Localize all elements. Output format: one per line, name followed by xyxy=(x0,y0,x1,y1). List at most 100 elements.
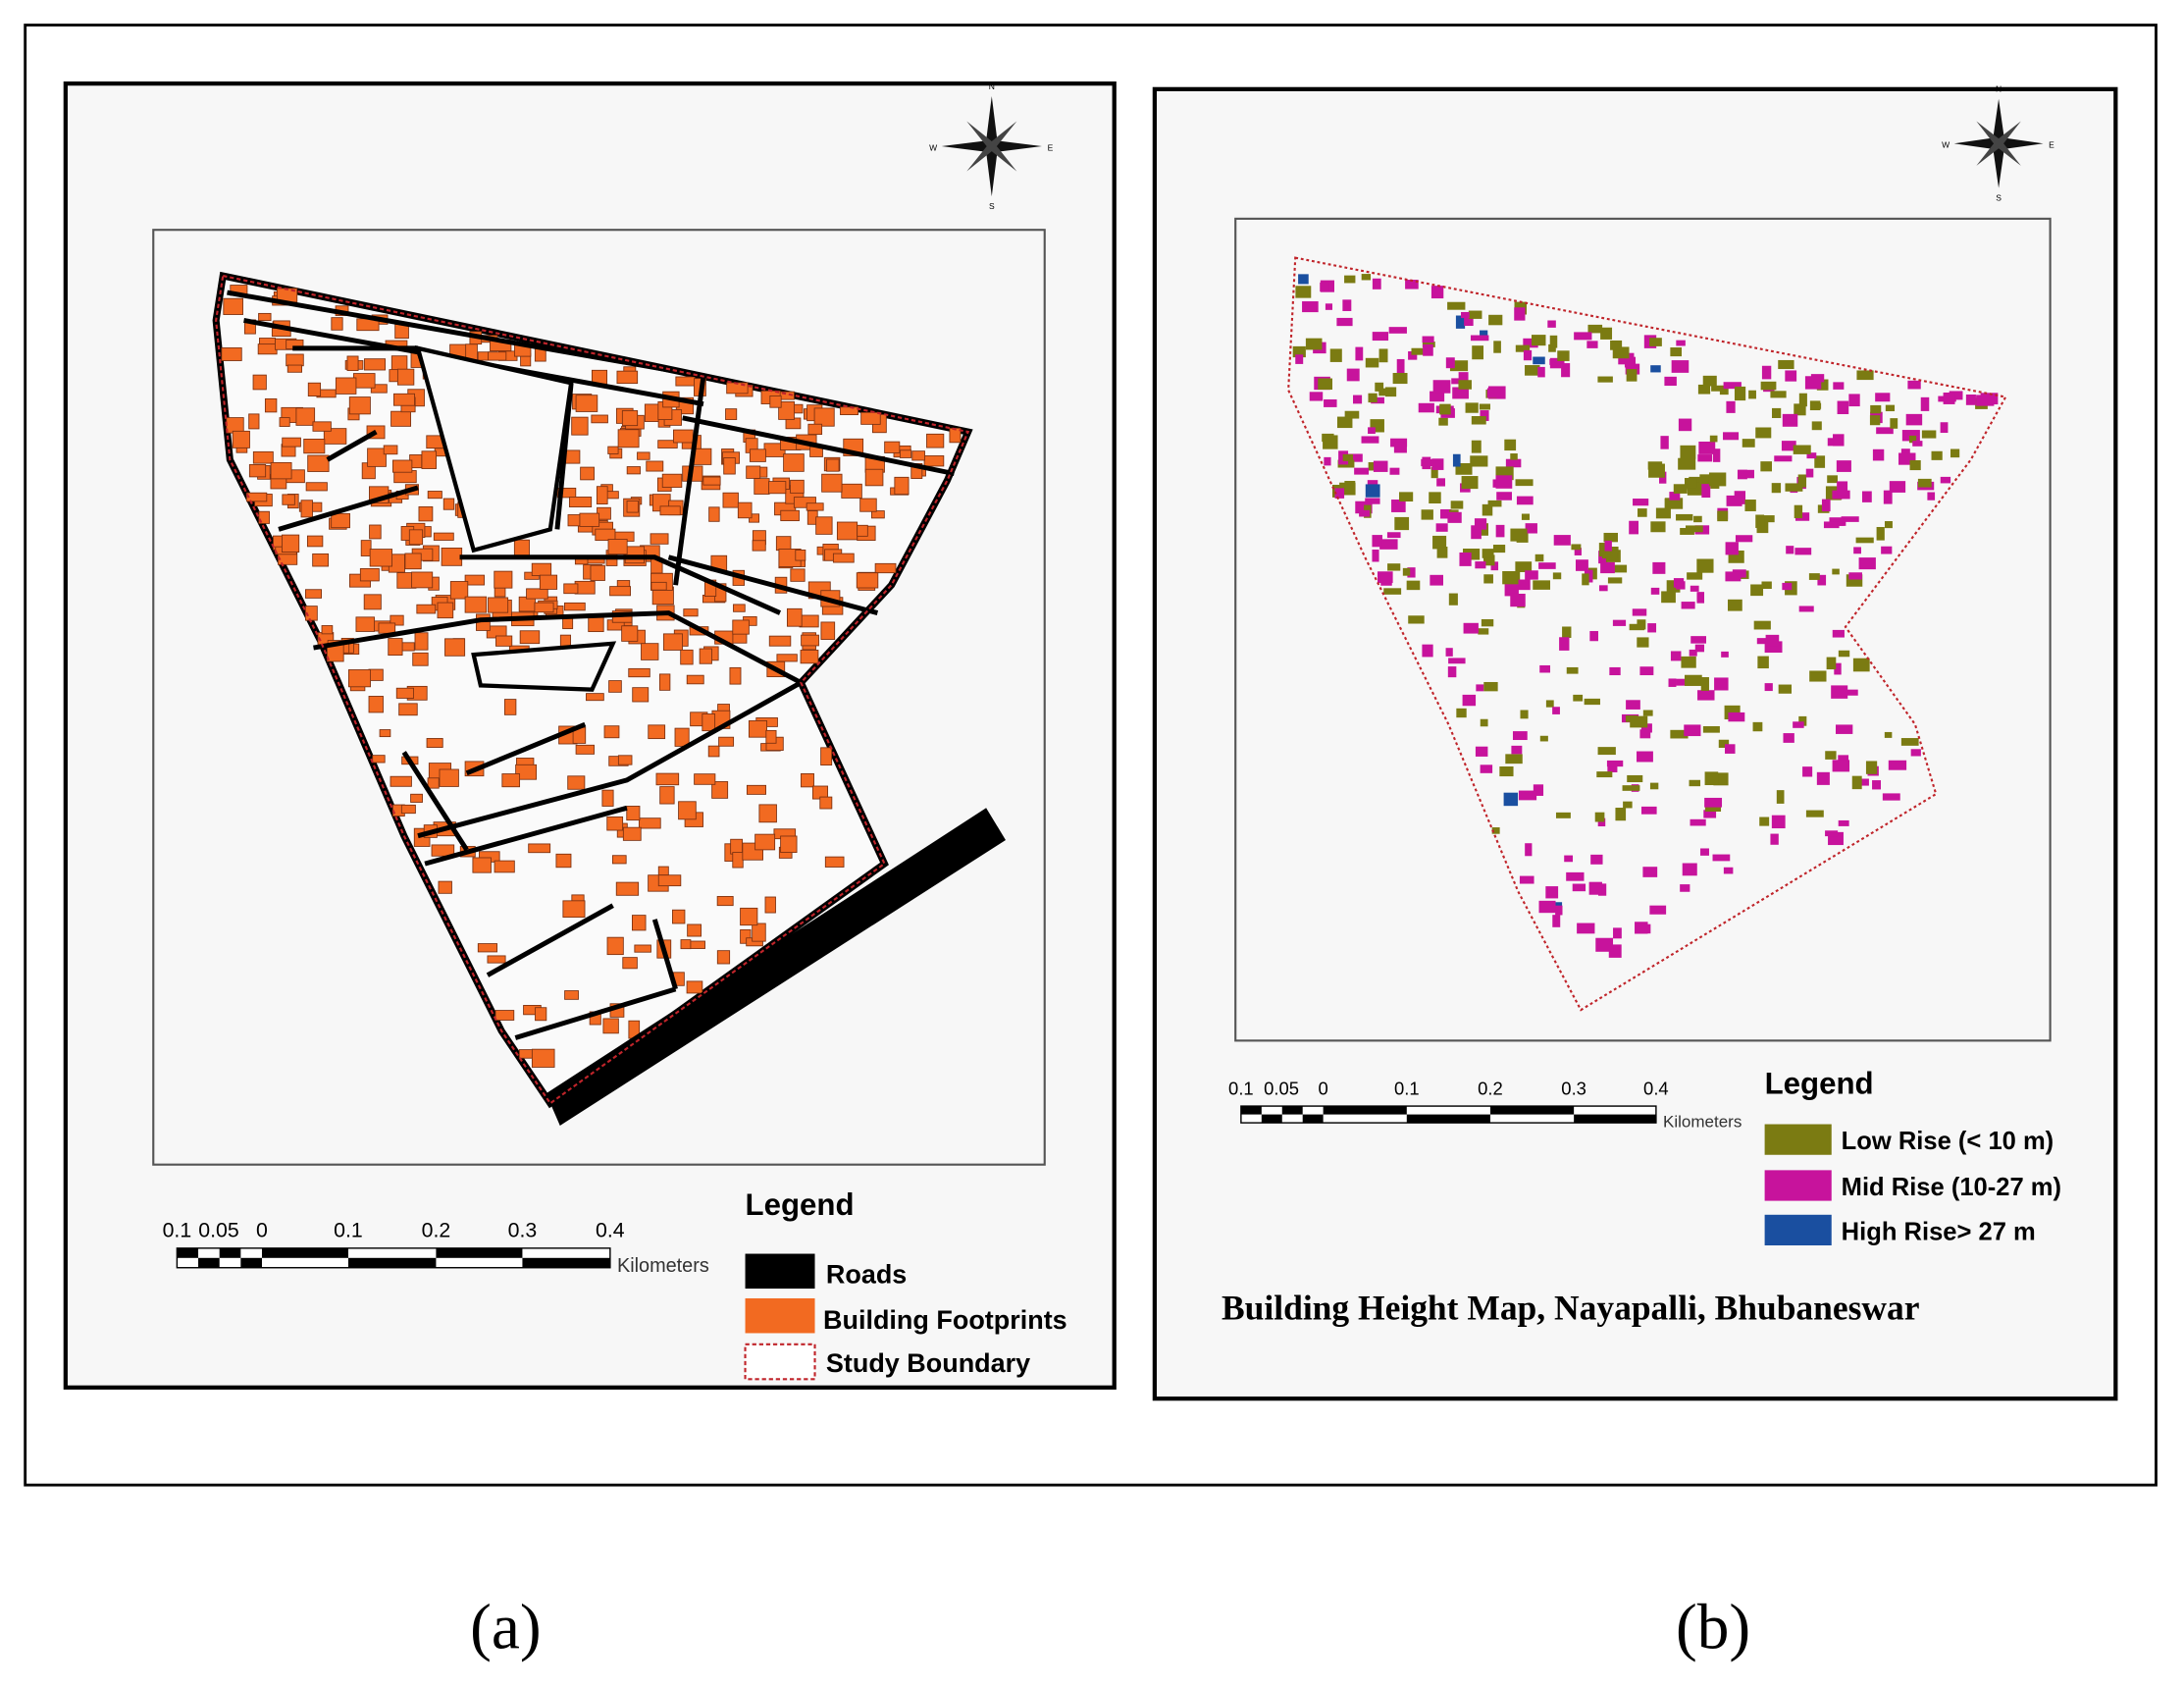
building xyxy=(606,936,624,956)
building xyxy=(607,446,619,454)
building xyxy=(1361,274,1372,281)
building xyxy=(1482,549,1494,558)
building xyxy=(1632,608,1647,616)
building xyxy=(1910,749,1921,757)
building xyxy=(780,509,800,522)
scale-bar-cell xyxy=(219,1247,241,1258)
building xyxy=(617,429,640,448)
building xyxy=(874,562,897,574)
building xyxy=(1346,453,1363,462)
building xyxy=(832,553,855,563)
building xyxy=(528,843,551,854)
building xyxy=(860,411,881,425)
building xyxy=(1378,388,1393,396)
building xyxy=(1764,683,1773,692)
building xyxy=(1372,535,1382,548)
building xyxy=(1392,372,1408,385)
building xyxy=(400,804,416,815)
building xyxy=(1597,883,1607,896)
building xyxy=(1515,344,1531,352)
building xyxy=(1827,475,1838,484)
building xyxy=(1817,574,1827,586)
building xyxy=(1533,356,1545,365)
building xyxy=(723,457,736,475)
building xyxy=(282,494,295,505)
building xyxy=(390,614,404,626)
building xyxy=(607,539,628,555)
study-boundary xyxy=(215,274,970,1105)
scale-bar-label: 0.3 xyxy=(1561,1079,1586,1099)
building xyxy=(1759,817,1770,826)
building xyxy=(1474,518,1487,530)
building xyxy=(716,950,731,965)
building xyxy=(1421,458,1432,467)
building xyxy=(1890,418,1898,429)
scale-bar-label: 0.4 xyxy=(596,1219,625,1242)
building xyxy=(1696,592,1705,604)
legend-swatch xyxy=(745,1297,815,1334)
building xyxy=(1595,937,1614,952)
building xyxy=(1393,442,1407,453)
building xyxy=(1571,544,1582,551)
road xyxy=(486,903,614,977)
building xyxy=(754,478,770,495)
building xyxy=(1504,583,1519,597)
building xyxy=(1510,453,1518,460)
scale-bar-cell xyxy=(1281,1106,1303,1115)
building xyxy=(1594,812,1605,822)
building xyxy=(1562,626,1572,638)
building xyxy=(1353,395,1363,404)
building xyxy=(661,473,683,488)
building xyxy=(1875,393,1891,402)
building xyxy=(1383,588,1402,595)
building xyxy=(1687,572,1703,580)
building xyxy=(1471,416,1486,425)
building xyxy=(379,729,391,738)
building xyxy=(1794,403,1806,416)
building xyxy=(1726,400,1736,413)
building xyxy=(1735,535,1753,543)
building xyxy=(632,687,650,703)
building xyxy=(1388,327,1407,334)
map-a xyxy=(212,271,1006,1126)
building xyxy=(426,738,443,748)
open-space xyxy=(414,345,574,554)
building xyxy=(1504,439,1517,451)
building xyxy=(427,491,442,500)
building xyxy=(1884,731,1893,738)
building xyxy=(1626,700,1640,710)
building xyxy=(1876,526,1885,541)
building xyxy=(1336,416,1353,429)
building xyxy=(295,407,316,426)
building xyxy=(421,450,437,469)
building xyxy=(364,358,387,371)
building xyxy=(1664,376,1677,387)
building xyxy=(1344,275,1356,284)
building xyxy=(1557,350,1570,361)
building xyxy=(806,502,824,511)
building xyxy=(1525,523,1537,534)
building xyxy=(1689,779,1701,787)
building xyxy=(1380,572,1392,586)
building xyxy=(1503,792,1519,807)
scale-bar-label: 0 xyxy=(1319,1079,1328,1099)
building xyxy=(1538,900,1556,914)
compass-star xyxy=(1976,121,2021,166)
building xyxy=(899,449,912,458)
legend-label: Roads xyxy=(826,1259,907,1289)
scale-bar-cell xyxy=(1240,1106,1262,1115)
building xyxy=(223,297,243,315)
building xyxy=(1703,810,1717,818)
building xyxy=(657,874,682,887)
building xyxy=(519,630,541,645)
building xyxy=(321,625,334,635)
building xyxy=(1806,452,1817,459)
building xyxy=(286,353,304,367)
building xyxy=(1346,368,1360,382)
building xyxy=(579,512,600,527)
scale-bar: 0.1 0.05 0 0.1 0.2 0.3 0.4 Kilometers xyxy=(1228,1079,1742,1132)
building xyxy=(1917,478,1932,488)
building xyxy=(303,438,326,454)
building xyxy=(1838,650,1850,658)
building xyxy=(1848,394,1860,407)
